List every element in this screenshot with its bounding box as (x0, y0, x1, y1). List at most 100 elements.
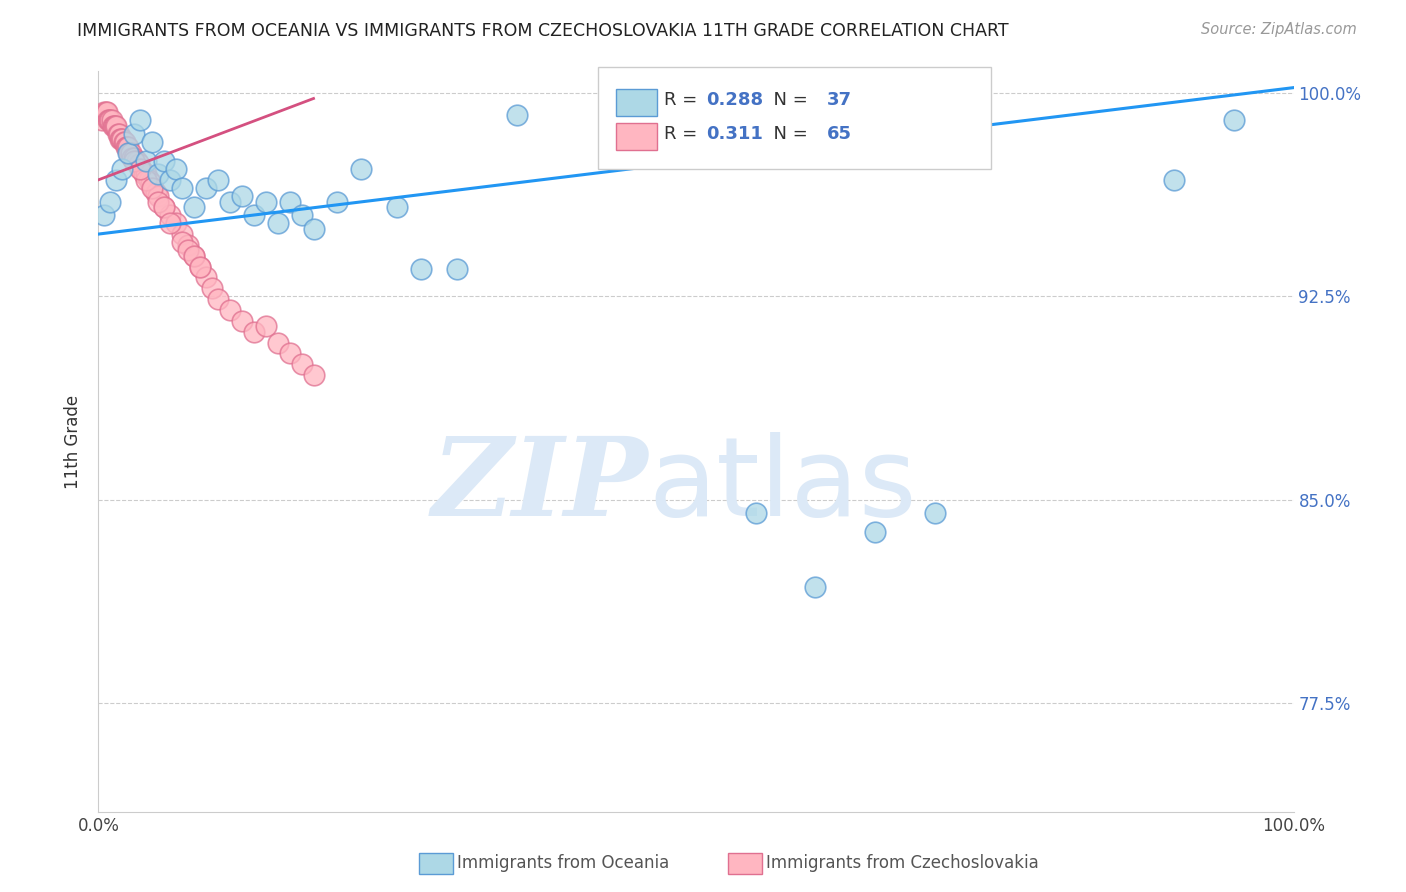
Point (219, 303, 242, 318)
Point (153, 200, 176, 214)
Point (302, 368, 325, 383)
Point (98, 194, 122, 209)
Point (219, 194, 242, 209)
Point (104, 119, 127, 133)
Text: Immigrants from Czechoslovakia: Immigrants from Czechoslovakia (766, 854, 1039, 871)
Point (98, 113, 121, 128)
Point (108, 132, 131, 146)
Point (924, 507, 946, 521)
Point (96, 105, 118, 120)
Point (159, 208, 181, 222)
Point (207, 292, 229, 306)
Point (165, 216, 187, 230)
Point (291, 208, 314, 222)
Point (183, 249, 205, 263)
Point (124, 151, 146, 165)
Point (115, 140, 138, 154)
Point (145, 186, 167, 201)
Point (97, 113, 120, 128)
Point (153, 200, 176, 214)
Point (183, 200, 205, 214)
Point (135, 173, 157, 187)
Point (98, 113, 122, 128)
Point (195, 270, 218, 285)
Point (110, 132, 132, 146)
Point (138, 173, 160, 187)
Point (446, 262, 468, 277)
Point (411, 262, 433, 277)
Point (139, 176, 162, 190)
Point (745, 507, 768, 521)
Point (231, 189, 253, 203)
Text: Immigrants from Oceania: Immigrants from Oceania (457, 854, 669, 871)
Point (91, 113, 114, 128)
Point (243, 325, 266, 339)
Point (103, 119, 125, 133)
Text: 37: 37 (827, 91, 852, 109)
Point (107, 127, 129, 141)
Point (231, 314, 253, 328)
Point (165, 161, 187, 176)
Point (177, 244, 200, 258)
Text: IMMIGRANTS FROM OCEANIA VS IMMIGRANTS FROM CZECHOSLOVAKIA 11TH GRADE CORRELATION: IMMIGRANTS FROM OCEANIA VS IMMIGRANTS FR… (77, 22, 1010, 40)
Text: ZIP: ZIP (432, 433, 648, 540)
Point (135, 168, 157, 182)
Point (172, 227, 194, 241)
Point (117, 140, 139, 154)
Point (302, 221, 325, 235)
Point (183, 249, 205, 263)
Point (128, 156, 150, 170)
Point (114, 135, 136, 149)
Point (141, 135, 163, 149)
Point (865, 525, 887, 540)
Point (1163, 173, 1185, 187)
Point (243, 208, 266, 222)
Point (148, 189, 170, 203)
Text: 0.288: 0.288 (706, 91, 763, 109)
Point (105, 173, 128, 187)
Point (142, 181, 165, 195)
Point (506, 108, 529, 122)
Point (117, 145, 139, 160)
Point (135, 153, 157, 168)
Point (100, 113, 122, 128)
Point (172, 235, 194, 250)
Point (153, 153, 176, 168)
Point (195, 181, 218, 195)
Point (141, 181, 163, 195)
Point (159, 173, 181, 187)
Point (291, 357, 314, 371)
Point (804, 580, 827, 594)
Point (148, 194, 170, 209)
Point (159, 216, 181, 230)
Y-axis label: 11th Grade: 11th Grade (65, 394, 83, 489)
Point (254, 319, 277, 334)
Text: 65: 65 (827, 125, 852, 143)
Text: R =: R = (664, 91, 703, 109)
Point (188, 260, 211, 274)
Point (125, 153, 148, 168)
Point (201, 281, 224, 295)
Point (148, 168, 170, 182)
Point (207, 173, 229, 187)
Point (121, 151, 143, 165)
Point (93, 208, 115, 222)
Text: atlas: atlas (648, 433, 917, 540)
Point (101, 119, 124, 133)
Point (111, 132, 134, 146)
Point (124, 127, 146, 141)
Point (105, 119, 128, 133)
Point (131, 161, 153, 176)
Text: N =: N = (762, 91, 814, 109)
Point (254, 194, 277, 209)
Point (94, 105, 117, 120)
Point (120, 145, 142, 160)
Point (278, 194, 301, 209)
Text: 0.311: 0.311 (706, 125, 762, 143)
Point (188, 260, 211, 274)
Point (118, 145, 141, 160)
Point (385, 200, 409, 214)
Point (177, 238, 200, 252)
Point (107, 127, 129, 141)
Point (93, 105, 115, 120)
